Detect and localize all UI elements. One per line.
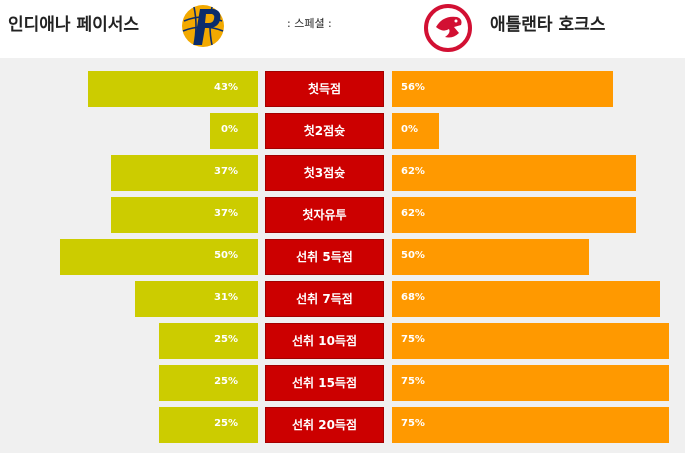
stat-row: 37% 첫자유투 62%	[0, 197, 685, 233]
home-team-name: 인디애나 페이서스	[8, 15, 140, 35]
home-percentage: 25%	[214, 334, 238, 345]
away-bar: 56%	[392, 71, 613, 107]
away-bar: 75%	[392, 323, 669, 359]
home-bar: 50%	[60, 239, 258, 275]
stat-row: 25% 선취 15득점 75%	[0, 365, 685, 401]
home-percentage: 25%	[214, 418, 238, 429]
away-percentage: 62%	[401, 208, 425, 219]
stat-label: 선취 7득점	[265, 281, 384, 317]
away-bar: 62%	[392, 197, 637, 233]
home-bar: 43%	[87, 71, 258, 107]
stat-row: 50% 선취 5득점 50%	[0, 239, 685, 275]
stat-label: 선취 5득점	[265, 239, 384, 275]
away-bar: 0%	[392, 113, 439, 149]
stat-row: 25% 선취 10득점 75%	[0, 323, 685, 359]
away-bar: 75%	[392, 365, 669, 401]
away-bar: 50%	[392, 239, 589, 275]
home-percentage: 50%	[214, 250, 238, 261]
stat-row: 25% 선취 20득점 75%	[0, 407, 685, 443]
home-bar: 0%	[210, 113, 258, 149]
away-percentage: 68%	[401, 292, 425, 303]
home-bar: 25%	[159, 407, 258, 443]
header: 인디애나 페이서스 : 스페셜 : 애틀랜타 호크스	[0, 0, 685, 58]
stat-row: 37% 첫3점슛 62%	[0, 155, 685, 191]
home-bar: 37%	[111, 197, 258, 233]
away-bar: 75%	[392, 407, 669, 443]
stat-label: 첫3점슛	[265, 155, 384, 191]
home-percentage: 31%	[214, 292, 238, 303]
pacers-logo-icon	[182, 5, 224, 47]
stat-label: 첫득점	[265, 71, 384, 107]
home-bar: 37%	[111, 155, 258, 191]
hawks-logo-icon	[424, 4, 472, 52]
home-bar: 25%	[159, 365, 258, 401]
away-percentage: 75%	[401, 418, 425, 429]
away-bar: 68%	[392, 281, 660, 317]
stat-row: 43% 첫득점 56%	[0, 71, 685, 107]
home-percentage: 0%	[221, 124, 238, 135]
away-percentage: 62%	[401, 166, 425, 177]
away-percentage: 75%	[401, 376, 425, 387]
special-label: : 스페셜 :	[287, 17, 332, 30]
away-team-name: 애틀랜타 호크스	[490, 15, 606, 35]
stat-label: 선취 10득점	[265, 323, 384, 359]
home-percentage: 43%	[214, 82, 238, 93]
away-percentage: 50%	[401, 250, 425, 261]
home-percentage: 25%	[214, 376, 238, 387]
stat-row: 0% 첫2점슛 0%	[0, 113, 685, 149]
stat-label: 첫2점슛	[265, 113, 384, 149]
home-percentage: 37%	[214, 166, 238, 177]
away-percentage: 56%	[401, 82, 425, 93]
home-percentage: 37%	[214, 208, 238, 219]
stat-row: 31% 선취 7득점 68%	[0, 281, 685, 317]
stat-label: 선취 20득점	[265, 407, 384, 443]
stat-label: 선취 15득점	[265, 365, 384, 401]
away-bar: 62%	[392, 155, 637, 191]
home-bar: 25%	[159, 323, 258, 359]
away-percentage: 75%	[401, 334, 425, 345]
home-bar: 31%	[135, 281, 258, 317]
stat-label: 첫자유투	[265, 197, 384, 233]
away-percentage: 0%	[401, 124, 418, 135]
